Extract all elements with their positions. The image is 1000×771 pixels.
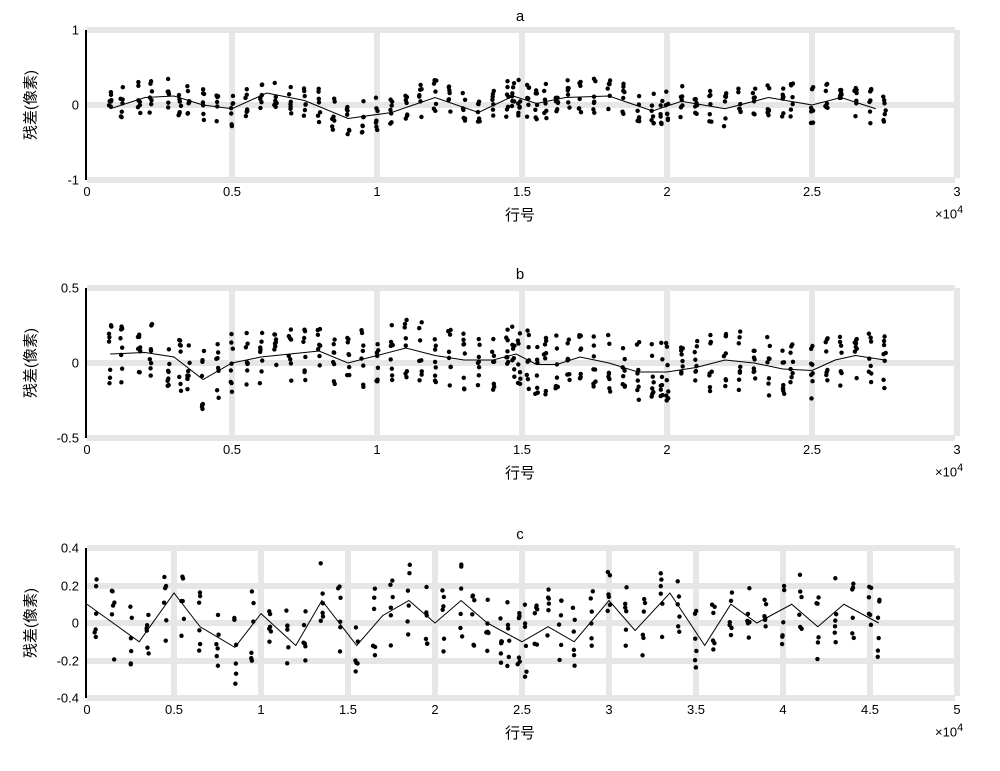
xtick-label: 3.5 xyxy=(687,702,705,717)
xtick-label: 3 xyxy=(605,702,612,717)
series-svg xyxy=(87,548,957,698)
xtick-label: 2 xyxy=(431,702,438,717)
ytick-label: 0.4 xyxy=(61,541,79,556)
ytick-label: -0.2 xyxy=(57,653,79,668)
xlabel: 行号 xyxy=(505,722,535,743)
ytick-label: 0 xyxy=(72,616,79,631)
axis-exponent: ×104 xyxy=(935,722,963,739)
panel-c: c00.511.522.533.544.55-0.4-0.200.20.4残差(… xyxy=(0,0,1000,771)
xtick-label: 5 xyxy=(953,702,960,717)
xtick-label: 1.5 xyxy=(339,702,357,717)
ytick-label: 0.2 xyxy=(61,578,79,593)
panel-title: c xyxy=(516,526,524,543)
xtick-label: 2.5 xyxy=(513,702,531,717)
ytick-label: -0.4 xyxy=(57,691,79,706)
xtick-label: 1 xyxy=(257,702,264,717)
xtick-label: 0 xyxy=(83,702,90,717)
xtick-label: 0.5 xyxy=(165,702,183,717)
ylabel: 残差(像素) xyxy=(20,588,41,658)
plot-area: 00.511.522.533.544.55-0.4-0.200.20.4 xyxy=(85,548,955,698)
xtick-label: 4 xyxy=(779,702,786,717)
trend-line xyxy=(87,593,879,647)
xtick-label: 4.5 xyxy=(861,702,879,717)
